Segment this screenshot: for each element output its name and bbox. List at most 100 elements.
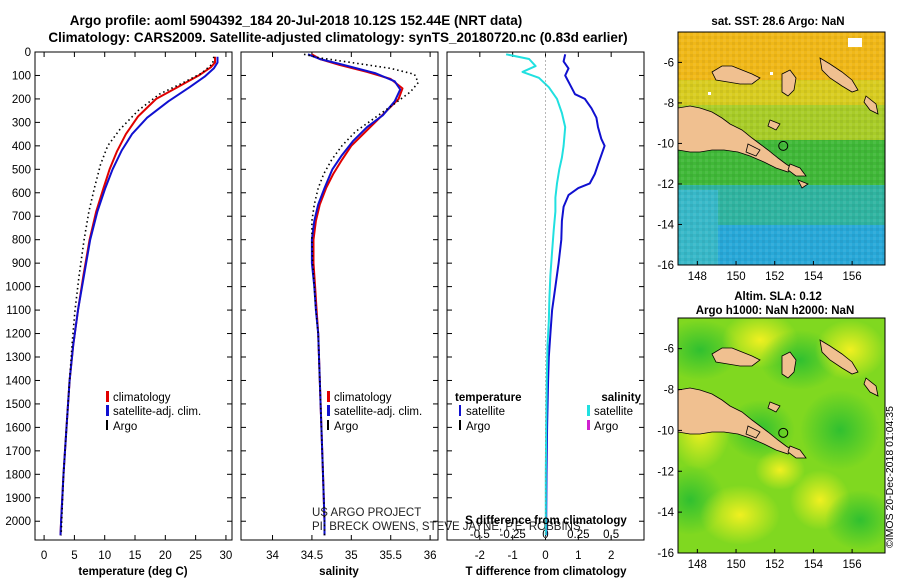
map-x-tick-label: 148 [688, 271, 707, 283]
depth-tick-label: 1100 [6, 305, 31, 317]
legend-temp-argo: Argo [466, 421, 490, 433]
salinity-x-ticks: 34 34.5 35 35.5 36 [266, 52, 437, 562]
series-line-satellite-adj-clim- [307, 53, 402, 536]
depth-tick-label: 600 [12, 188, 31, 200]
legend-swatch-argo [106, 420, 108, 430]
legend-swatch-climatology [327, 391, 330, 402]
depth-tick-label: 1400 [5, 375, 31, 387]
x-tick-label: -2 [475, 550, 485, 562]
sst-map-panel: sat. SST: 28.6 Argo: NaN [657, 16, 886, 283]
top-tick-label: -0.5 [470, 529, 490, 541]
legend-swatch-temp-argo [459, 420, 461, 430]
temperature-x-ticks: 0 5 10 15 20 25 30 [41, 52, 232, 562]
depth-tick-label: 700 [12, 211, 31, 223]
x-tick-label: 0 [542, 550, 548, 562]
x-tick-label: 36 [424, 550, 437, 562]
x-tick-label: 30 [220, 550, 233, 562]
sla-map-title: Altim. SLA: 0.12 [734, 291, 822, 303]
map-x-tick-label: 154 [804, 271, 824, 283]
credit-line2: PI: BRECK OWENS, STEVE JAYNE, P.E. ROBBI… [312, 521, 581, 533]
x-tick-label: 25 [189, 550, 202, 562]
x-tick-label: 1 [575, 550, 581, 562]
legend-swatch-temp-satellite [459, 405, 461, 416]
x-tick-label: 20 [159, 550, 172, 562]
x-tick-label: 5 [71, 550, 77, 562]
depth-tick-label: 800 [12, 235, 31, 247]
sla-map-field [678, 318, 885, 553]
depth-tick-label: 100 [12, 70, 31, 82]
map-x-tick-label: 152 [765, 271, 784, 283]
difference-legend: temperature satellite Argo salinity sate… [455, 392, 642, 433]
series-line-climatology [311, 53, 404, 536]
legend-swatch-satellite [327, 405, 330, 416]
map-y-tick-label: -8 [664, 385, 674, 397]
difference-x-ticks: -2 -1 0 1 2 [475, 52, 614, 562]
map-y-tick-label: -12 [657, 466, 674, 478]
sla-map-ticks: 148 150 152 154 156 -6 -8 -10 -12 -14 -16 [657, 344, 861, 571]
map-y-tick-label: -6 [664, 57, 674, 69]
salinity-legend: climatology satellite-adj. clim. Argo [327, 391, 422, 433]
top-tick-label: -0.25 [500, 529, 526, 541]
sst-map-title: sat. SST: 28.6 Argo: NaN [711, 16, 844, 28]
salinity-lines [303, 53, 420, 536]
map-y-tick-label: -12 [657, 179, 674, 191]
map-x-tick-label: 150 [726, 271, 745, 283]
series-line-argo [60, 56, 215, 536]
difference-panel: -2 -1 0 1 2 -0.5 -0.25 0 0.25 0.5 T difference f… [446, 51, 645, 578]
legend-argo: Argo [113, 421, 137, 433]
depth-tick-label: 500 [12, 164, 31, 176]
temperature-xlabel: temperature (deg C) [78, 566, 187, 578]
legend-argo: Argo [334, 421, 358, 433]
depth-tick-label: 1300 [5, 352, 31, 364]
sst-map-ticks: 148 150 152 154 156 -6 -8 -10 -12 -14 -16 [657, 57, 861, 283]
depth-tick-label: 1700 [5, 446, 31, 458]
sst-argo-marker [778, 140, 789, 151]
legend-swatch-sal-satellite [587, 405, 590, 416]
series-line-salinity-satellite [505, 53, 567, 536]
depth-tick-label: 1800 [5, 469, 31, 481]
depth-tick-label: 400 [12, 141, 31, 153]
legend-salinity-title: salinity [601, 392, 641, 404]
imos-timestamp: ©IMOS 20-Dec-2018 01:04:35 [884, 406, 896, 548]
x-tick-label: 0 [41, 550, 47, 562]
map-x-tick-label: 150 [726, 559, 745, 571]
series-line-satellite-adj-clim- [59, 56, 219, 536]
figure-title-line1: Argo profile: aoml 5904392_184 20-Jul-20… [70, 13, 522, 28]
x-tick-label: -1 [508, 550, 518, 562]
depth-tick-label: 200 [12, 94, 31, 106]
legend-temp-satellite: satellite [466, 406, 505, 418]
depth-tick-label: 300 [12, 117, 31, 129]
salinity-panel: 34 34.5 35 35.5 36 salinity climatology sate… [240, 51, 581, 578]
difference-xlabel: T difference from climatology [465, 566, 627, 578]
map-x-tick-label: 156 [843, 559, 862, 571]
legend-sal-argo: Argo [594, 421, 618, 433]
sla-map-subtitle: Argo h1000: NaN h2000: NaN [696, 305, 855, 317]
depth-tick-labels: 0 100 200 300 400 500 600 700 800 900 1000 1100 1200… [5, 47, 644, 528]
map-y-tick-label: -14 [657, 507, 674, 519]
legend-swatch-satellite [106, 405, 109, 416]
depth-tick-label: 900 [12, 258, 31, 270]
salinity-frame [240, 51, 439, 541]
x-tick-label: 34 [266, 550, 279, 562]
map-y-tick-label: -16 [657, 548, 674, 560]
map-y-tick-label: -10 [657, 138, 674, 150]
temperature-lines [59, 56, 219, 536]
map-y-tick-label: -10 [657, 425, 674, 437]
depth-tick-label: 1500 [5, 399, 31, 411]
map-y-tick-label: -16 [657, 260, 674, 272]
map-y-tick-label: -8 [664, 98, 674, 110]
x-tick-label: 2 [608, 550, 614, 562]
salinity-xlabel: salinity [319, 566, 359, 578]
top-tick-label: 0.25 [567, 529, 589, 541]
x-tick-label: 10 [98, 550, 111, 562]
depth-tick-label: 1600 [5, 422, 31, 434]
figure-title-line2: Climatology: CARS2009. Satellite-adjuste… [48, 30, 627, 45]
sla-map-panel: Altim. SLA: 0.12 Argo h1000: NaN h2000: … [657, 291, 886, 571]
series-line-temperature-satellite [545, 54, 606, 536]
top-tick-label: 0.5 [603, 529, 619, 541]
depth-tick-label: 2000 [5, 516, 31, 528]
legend-swatch-sal-argo [587, 420, 590, 430]
x-tick-label: 35 [345, 550, 358, 562]
difference-lines [505, 52, 606, 540]
